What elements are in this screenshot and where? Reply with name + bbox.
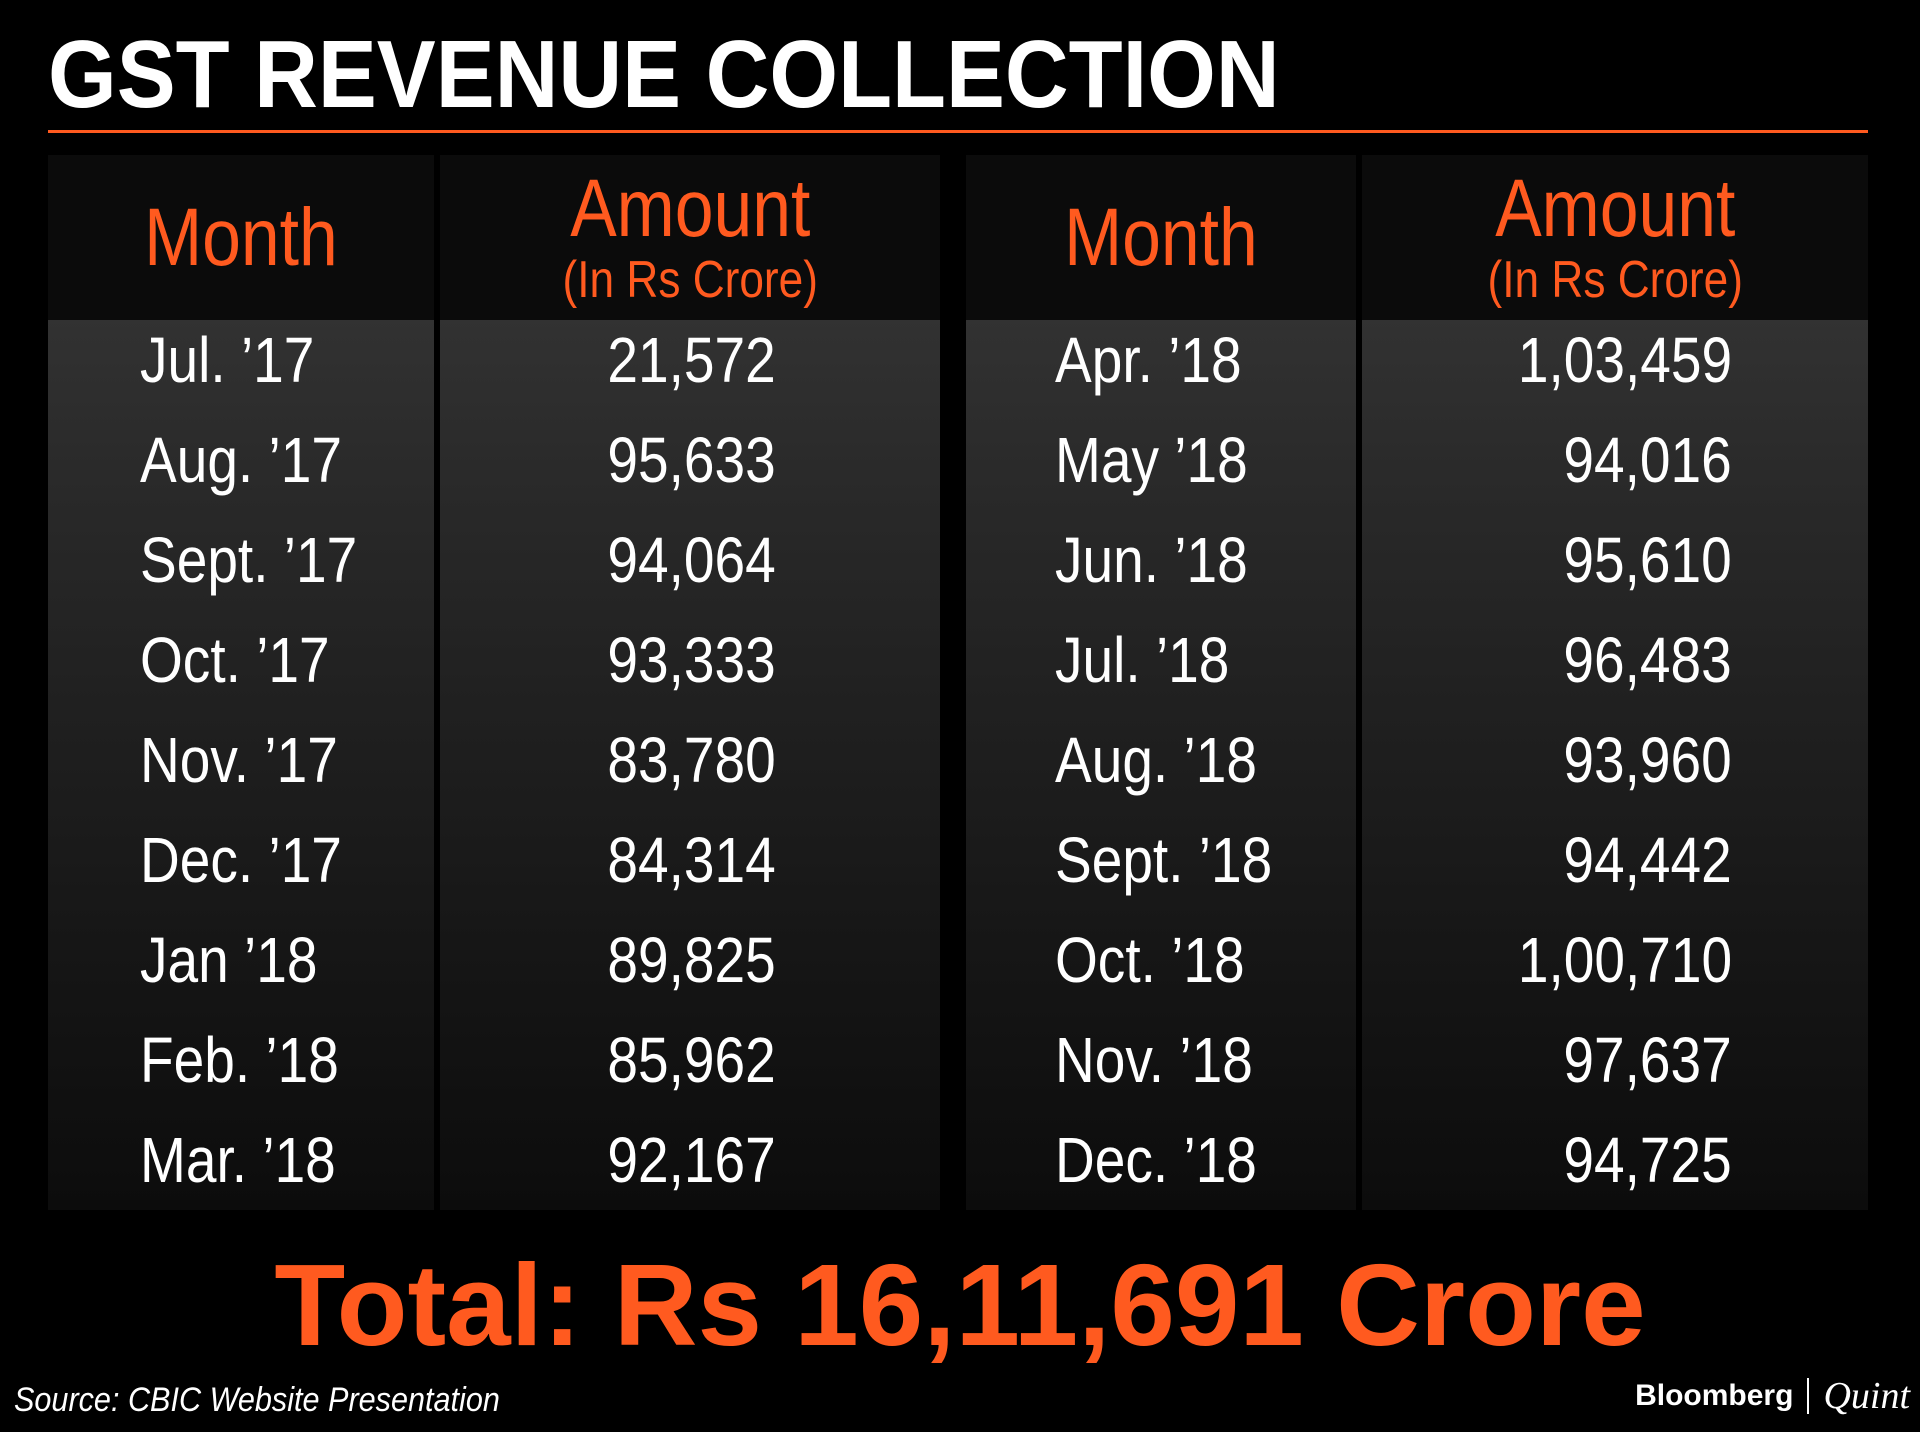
- right-month-header: Month: [966, 155, 1356, 320]
- right-amount-column: Amount (In Rs Crore): [1362, 155, 1868, 1210]
- month-cell: Sept. ’17: [140, 524, 358, 596]
- month-cell: Dec. ’17: [140, 824, 342, 896]
- header-month-label: Month: [1064, 191, 1258, 283]
- amount-cell: 1,00,710: [1517, 924, 1732, 996]
- header-amount-label: Amount: [569, 162, 811, 254]
- amount-cell: 1,03,459: [1517, 324, 1732, 396]
- month-cell: Nov. ’18: [1055, 1024, 1253, 1096]
- month-cell: Oct. ’18: [1055, 924, 1245, 996]
- right-amount-header: Amount (In Rs Crore): [1362, 155, 1868, 320]
- total-label: Total: Rs 16,11,691 Crore: [274, 1240, 1646, 1370]
- right-month-column: Month: [966, 155, 1356, 1210]
- logo-partner: Quint: [1823, 1375, 1910, 1417]
- left-amount-column: Amount (In Rs Crore): [440, 155, 940, 1210]
- amount-cell: 94,064: [607, 524, 776, 596]
- header-amount-label: Amount: [1494, 162, 1736, 254]
- amount-cell: 89,825: [607, 924, 776, 996]
- amount-cell: 95,633: [607, 424, 776, 496]
- month-cell: May ’18: [1055, 424, 1248, 496]
- title-underline: [48, 130, 1868, 133]
- header-month-label: Month: [144, 191, 338, 283]
- left-amount-header: Amount (In Rs Crore): [440, 155, 940, 320]
- month-cell: Aug. ’18: [1055, 724, 1257, 796]
- page-title: GST REVENUE COLLECTION: [48, 21, 1280, 128]
- left-month-column: Month: [48, 155, 434, 1210]
- amount-cell: 83,780: [607, 724, 776, 796]
- month-cell: Nov. ’17: [140, 724, 338, 796]
- source-note: Source: CBIC Website Presentation: [14, 1381, 500, 1419]
- month-cell: Oct. ’17: [140, 624, 330, 696]
- month-cell: Apr. ’18: [1055, 324, 1242, 396]
- month-cell: Dec. ’18: [1055, 1124, 1257, 1196]
- header-amount-unit: (In Rs Crore): [1487, 250, 1743, 309]
- amount-cell: 92,167: [607, 1124, 776, 1196]
- month-cell: Jul. ’18: [1055, 624, 1230, 696]
- month-cell: Feb. ’18: [140, 1024, 339, 1096]
- amount-cell: 84,314: [607, 824, 776, 896]
- amount-cell: 85,962: [607, 1024, 776, 1096]
- month-cell: Jan ’18: [140, 924, 318, 996]
- amount-cell: 97,637: [1563, 1024, 1732, 1096]
- amount-cell: 94,442: [1563, 824, 1732, 896]
- amount-cell: 93,960: [1563, 724, 1732, 796]
- amount-cell: 21,572: [607, 324, 776, 396]
- logo-brand: Bloomberg: [1635, 1379, 1794, 1412]
- amount-cell: 93,333: [607, 624, 776, 696]
- left-month-header: Month: [48, 155, 434, 320]
- logo-divider: [1807, 1378, 1810, 1414]
- month-cell: Sept. ’18: [1055, 824, 1273, 896]
- month-cell: Jul. ’17: [140, 324, 315, 396]
- month-cell: Jun. ’18: [1055, 524, 1248, 596]
- amount-cell: 94,016: [1563, 424, 1732, 496]
- header-amount-unit: (In Rs Crore): [562, 250, 818, 309]
- month-cell: Mar. ’18: [140, 1124, 336, 1196]
- publisher-logo: Bloomberg Quint: [1635, 1374, 1910, 1418]
- amount-cell: 95,610: [1563, 524, 1732, 596]
- amount-cell: 96,483: [1563, 624, 1732, 696]
- month-cell: Aug. ’17: [140, 424, 342, 496]
- amount-cell: 94,725: [1563, 1124, 1732, 1196]
